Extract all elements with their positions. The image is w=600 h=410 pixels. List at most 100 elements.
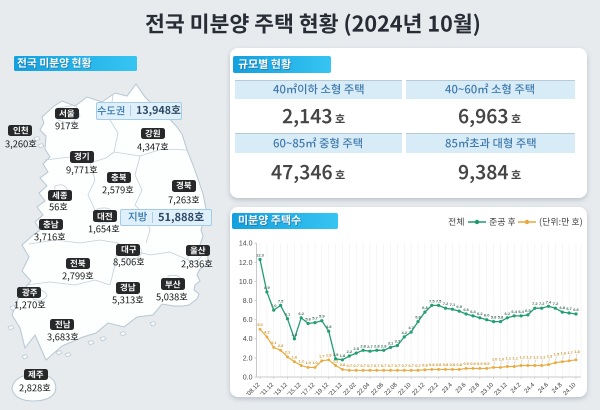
svg-text:'17.12: '17.12 — [301, 382, 317, 398]
svg-text:7.5: 7.5 — [278, 298, 284, 303]
svg-text:7.4: 7.4 — [546, 299, 552, 304]
svg-text:1.3: 1.3 — [547, 354, 553, 359]
svg-text:7.1: 7.1 — [450, 302, 456, 307]
svg-text:1.1: 1.1 — [512, 356, 518, 361]
svg-text:3.3: 3.3 — [395, 339, 401, 344]
svg-text:1.2: 1.2 — [540, 355, 546, 360]
svg-text:3.1: 3.1 — [388, 340, 394, 345]
svg-text:0.8: 0.8 — [429, 362, 435, 367]
svg-text:22.10: 22.10 — [398, 382, 413, 397]
svg-text:1.6: 1.6 — [561, 351, 567, 356]
svg-text:8.0: 8.0 — [243, 298, 253, 305]
svg-text:6.4: 6.4 — [518, 309, 524, 314]
svg-text:6.7: 6.7 — [566, 306, 572, 311]
svg-text:7.2: 7.2 — [443, 301, 449, 306]
svg-text:2.5: 2.5 — [353, 346, 359, 351]
svg-text:6.9: 6.9 — [456, 304, 462, 309]
svg-text:0.9: 0.9 — [463, 361, 469, 366]
svg-text:7.5: 7.5 — [429, 298, 435, 303]
svg-text:0.7: 0.7 — [388, 363, 394, 368]
svg-text:0.7: 0.7 — [374, 363, 380, 368]
svg-text:6.0: 6.0 — [243, 317, 253, 324]
svg-text:7.0: 7.0 — [271, 303, 277, 308]
svg-text:6.4: 6.4 — [511, 309, 517, 314]
svg-text:2.7: 2.7 — [367, 344, 373, 349]
svg-text:1.7: 1.7 — [319, 354, 325, 359]
svg-text:12.0: 12.0 — [239, 260, 253, 267]
svg-text:0.8: 0.8 — [456, 362, 462, 367]
svg-text:0.8: 0.8 — [340, 362, 346, 367]
svg-text:6.6: 6.6 — [573, 307, 579, 312]
svg-text:8.9: 8.9 — [264, 285, 270, 290]
svg-text:1.2: 1.2 — [533, 355, 539, 360]
svg-text:'08.12: '08.12 — [246, 382, 262, 398]
svg-text:6.4: 6.4 — [470, 309, 476, 314]
svg-text:0.7: 0.7 — [408, 363, 414, 368]
svg-text:0.8: 0.8 — [443, 362, 449, 367]
svg-text:0.7: 0.7 — [381, 363, 387, 368]
svg-text:6.8: 6.8 — [560, 305, 566, 310]
svg-text:'13.12: '13.12 — [273, 382, 289, 398]
svg-text:0.7: 0.7 — [360, 363, 366, 368]
svg-text:1.8: 1.8 — [574, 349, 580, 354]
svg-text:5.8: 5.8 — [491, 315, 497, 320]
svg-text:24.10: 24.10 — [563, 382, 578, 397]
svg-text:1.9: 1.9 — [333, 352, 339, 357]
svg-text:22.02: 22.02 — [343, 382, 358, 397]
svg-text:1.2: 1.2 — [526, 355, 532, 360]
svg-text:23.4: 23.4 — [441, 382, 454, 395]
svg-text:5.8: 5.8 — [415, 315, 421, 320]
svg-text:1.0: 1.0 — [312, 360, 318, 365]
svg-text:4.2: 4.2 — [402, 330, 408, 335]
svg-text:1.2: 1.2 — [519, 355, 525, 360]
svg-text:1.1: 1.1 — [506, 356, 512, 361]
svg-text:6.0: 6.0 — [484, 313, 490, 318]
svg-text:1.8: 1.8 — [326, 353, 332, 358]
svg-text:2.8: 2.8 — [374, 343, 380, 348]
svg-text:1.0: 1.0 — [492, 356, 498, 361]
svg-text:2.8: 2.8 — [381, 343, 387, 348]
svg-text:0.9: 0.9 — [484, 361, 490, 366]
svg-text:4.8: 4.8 — [326, 324, 332, 329]
svg-text:22.06: 22.06 — [370, 382, 385, 397]
svg-text:0.7: 0.7 — [415, 363, 421, 368]
svg-text:4.0: 4.0 — [243, 336, 253, 343]
svg-text:10.0: 10.0 — [239, 279, 253, 286]
svg-text:7.2: 7.2 — [539, 301, 545, 306]
svg-text:0.8: 0.8 — [422, 363, 428, 368]
svg-text:24.6: 24.6 — [537, 382, 550, 395]
svg-text:12.3: 12.3 — [256, 253, 265, 258]
svg-text:0.7: 0.7 — [353, 363, 359, 368]
svg-text:'21.12: '21.12 — [328, 382, 344, 398]
svg-text:'19.12: '19.12 — [314, 382, 330, 398]
svg-text:5.0: 5.0 — [257, 322, 263, 327]
svg-text:6.2: 6.2 — [298, 311, 304, 316]
svg-text:0.0: 0.0 — [243, 374, 253, 381]
svg-text:23.10: 23.10 — [480, 382, 495, 397]
svg-text:24.4: 24.4 — [524, 382, 537, 395]
svg-text:2.1: 2.1 — [285, 350, 291, 355]
svg-text:5.6: 5.6 — [305, 317, 311, 322]
svg-text:5.7: 5.7 — [312, 316, 318, 321]
svg-text:0.7: 0.7 — [395, 363, 401, 368]
svg-text:6.5: 6.5 — [525, 308, 531, 313]
svg-text:'15.12: '15.12 — [287, 382, 303, 398]
svg-text:7.2: 7.2 — [532, 301, 538, 306]
svg-text:22.04: 22.04 — [356, 382, 371, 397]
svg-text:1.7: 1.7 — [567, 350, 573, 355]
svg-text:6.6: 6.6 — [463, 307, 469, 312]
svg-text:'11.12: '11.12 — [260, 382, 276, 398]
svg-text:23.6: 23.6 — [455, 382, 468, 395]
svg-text:2.8: 2.8 — [360, 343, 366, 348]
svg-text:1.0: 1.0 — [499, 356, 505, 361]
svg-text:1.5: 1.5 — [554, 352, 560, 357]
svg-text:22.08: 22.08 — [384, 382, 399, 397]
svg-text:1.2: 1.2 — [333, 358, 339, 363]
svg-text:0.7: 0.7 — [367, 363, 373, 368]
svg-text:2.8: 2.8 — [278, 343, 284, 348]
svg-text:4.7: 4.7 — [408, 325, 414, 330]
svg-text:5.9: 5.9 — [319, 314, 325, 319]
svg-text:1.6: 1.6 — [292, 355, 298, 360]
svg-text:0.8: 0.8 — [436, 362, 442, 367]
svg-text:6.2: 6.2 — [477, 311, 483, 316]
